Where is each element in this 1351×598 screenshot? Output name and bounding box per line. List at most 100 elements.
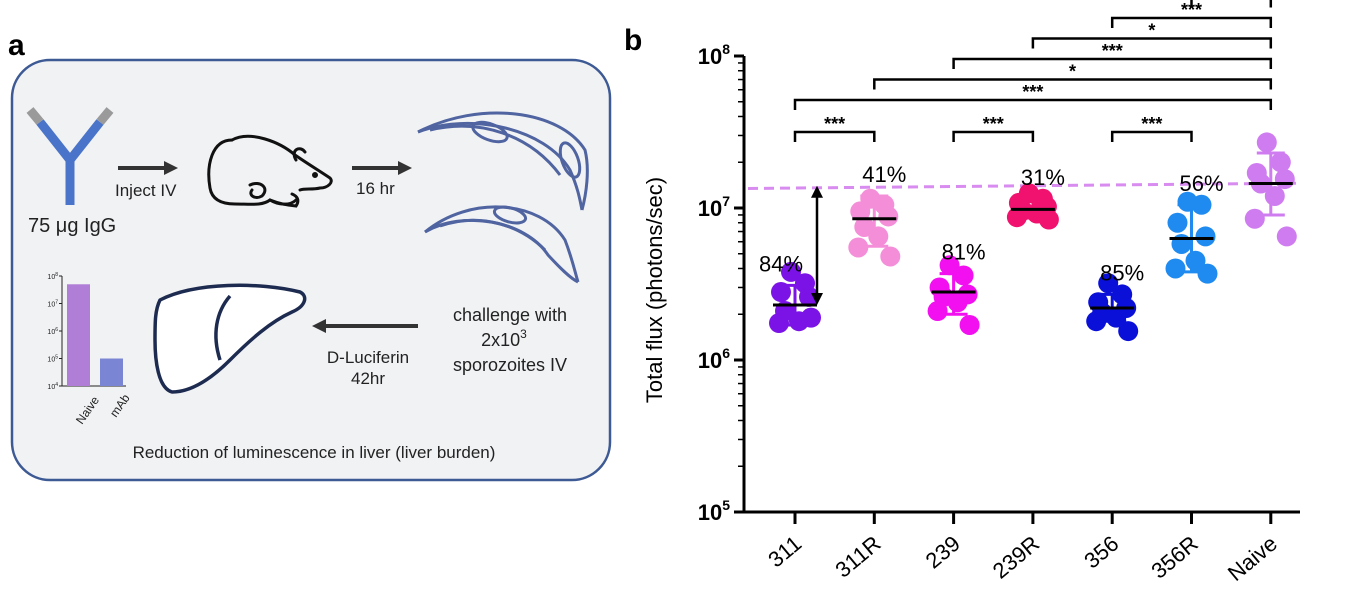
- y-tick-label: 107: [698, 193, 730, 221]
- reference-line: [747, 181, 1297, 190]
- challenge-label-3: sporozoites IV: [453, 355, 567, 375]
- challenge-label-1: challenge with: [453, 305, 567, 325]
- data-point: [1106, 307, 1127, 328]
- significance-bracket: [952, 130, 1035, 142]
- significance-label: ***: [983, 114, 1004, 134]
- significance-label: *: [1148, 21, 1155, 41]
- data-point: [947, 292, 968, 313]
- data-point: [1118, 321, 1139, 342]
- data-point: [801, 307, 821, 328]
- significance-bracket: [952, 57, 1273, 69]
- significance-label: ***: [1141, 114, 1162, 134]
- data-point: [769, 313, 789, 334]
- antibody-icon: [26, 107, 114, 205]
- data-point: [848, 237, 869, 258]
- data-point: [781, 261, 801, 282]
- significance-label: *: [1069, 62, 1076, 82]
- x-tick-label: Naive: [1223, 531, 1282, 586]
- percent-label: 41%: [862, 162, 906, 187]
- data-point: [1185, 250, 1206, 271]
- data-point: [1171, 233, 1192, 254]
- data-point: [868, 226, 889, 247]
- data-point: [1270, 152, 1291, 173]
- panel-b-letter: b: [624, 24, 642, 57]
- y-tick-label: 106: [698, 345, 730, 373]
- x-tick-label: 239R: [988, 531, 1044, 584]
- data-point: [1098, 273, 1119, 294]
- data-point: [1274, 169, 1295, 190]
- data-point: [953, 265, 974, 286]
- data-point: [878, 206, 899, 227]
- data-point: [1038, 209, 1059, 230]
- time1-label: 16 hr: [356, 179, 395, 198]
- arrow-right-icon: [118, 161, 178, 175]
- x-tick-label: 239: [921, 531, 965, 574]
- panel-a-caption: Reduction of luminescence in liver (live…: [133, 443, 496, 462]
- mini-ytick-label: 106: [47, 327, 58, 336]
- data-point: [880, 246, 901, 267]
- dose-label: 75 μg IgG: [28, 215, 116, 237]
- sporozoite-icon: [417, 111, 589, 211]
- data-point: [1276, 226, 1297, 247]
- data-point: [927, 301, 948, 322]
- data-point: [1195, 226, 1216, 247]
- panel-a-letter: a: [8, 29, 25, 62]
- mini-ytick-label: 107: [47, 300, 58, 309]
- luciferin-time-label: 42hr: [351, 369, 385, 388]
- percent-label: 31%: [1021, 165, 1065, 190]
- x-tick-label: 311R: [830, 531, 885, 583]
- inject-label: Inject IV: [115, 181, 177, 200]
- percent-label: 85%: [1100, 260, 1144, 285]
- y-tick-label: 105: [698, 497, 730, 525]
- mini-ytick-label: 104: [47, 382, 58, 391]
- y-axis-title: Total flux (photons/sec): [642, 177, 667, 403]
- data-point: [1197, 263, 1218, 284]
- arrow-head: [811, 185, 823, 198]
- significance-bracket: [1110, 16, 1273, 28]
- significance-bracket: [793, 98, 1273, 110]
- percent-label: 84%: [759, 251, 803, 276]
- mini-bar-naive: [67, 284, 90, 386]
- data-point: [1244, 208, 1265, 229]
- x-tick-label: 356R: [1146, 531, 1202, 584]
- significance-bracket: [793, 130, 876, 142]
- arrow-left-icon: [312, 319, 418, 333]
- significance-label: ***: [1181, 0, 1202, 20]
- challenge-label-2: 2x103: [481, 327, 527, 350]
- significance-bracket: [1110, 130, 1193, 142]
- significance-bracket: [1031, 37, 1273, 49]
- x-tick-label: 311: [763, 531, 806, 573]
- data-point: [771, 282, 791, 303]
- mouse-icon: [207, 134, 333, 208]
- sporozoite-icon: [424, 205, 580, 284]
- data-point: [1167, 212, 1188, 233]
- data-point: [1256, 132, 1277, 153]
- significance-bracket: [873, 78, 1273, 90]
- luciferin-label: D-Luciferin: [327, 348, 409, 367]
- data-point: [959, 314, 980, 335]
- data-point: [854, 216, 875, 237]
- significance-label: ***: [1102, 41, 1123, 61]
- data-point: [1264, 185, 1285, 206]
- arrow-right-icon: [352, 161, 412, 175]
- mini-ytick-label: 105: [47, 355, 58, 364]
- data-point: [939, 255, 960, 276]
- data-point: [1165, 258, 1186, 279]
- y-tick-label: 108: [698, 41, 730, 69]
- data-point: [1086, 311, 1107, 332]
- data-point: [850, 201, 871, 222]
- significance-label: ***: [1022, 82, 1043, 102]
- percent-label: 81%: [942, 240, 986, 265]
- mini-bar-mab: [100, 358, 123, 386]
- data-point: [799, 286, 819, 307]
- data-point: [1191, 194, 1212, 215]
- mini-ytick-label: 108: [47, 272, 58, 281]
- significance-bracket: [1190, 0, 1273, 8]
- percent-label: 56%: [1179, 171, 1223, 196]
- liver-icon: [153, 283, 307, 394]
- data-point: [1006, 207, 1027, 228]
- arrow-head: [811, 293, 823, 306]
- significance-label: ***: [824, 114, 845, 134]
